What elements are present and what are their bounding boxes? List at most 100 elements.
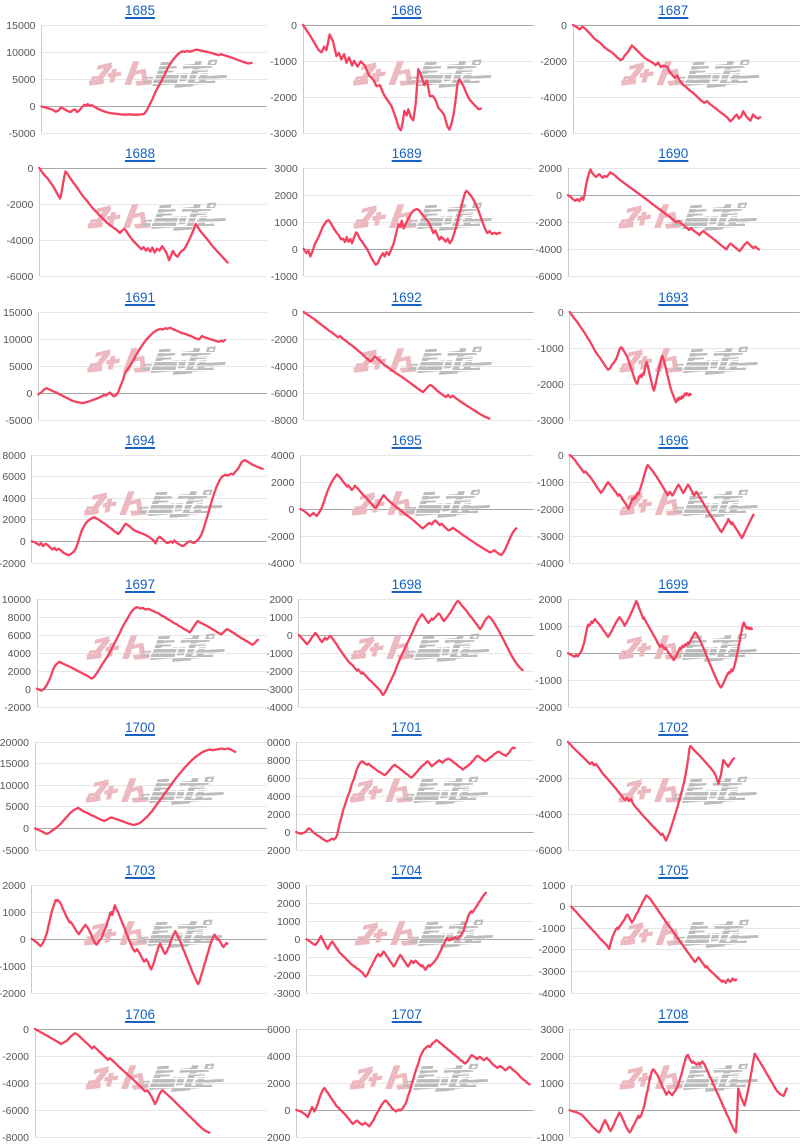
svg-text:0: 0 (27, 163, 33, 175)
svg-text:2000: 2000 (277, 898, 301, 910)
svg-text:0: 0 (561, 20, 567, 32)
svg-text:4000: 4000 (2, 493, 26, 505)
svg-text:10000: 10000 (0, 780, 29, 792)
svg-text:-1000: -1000 (539, 923, 566, 935)
svg-text:0: 0 (560, 901, 566, 913)
svg-text:0: 0 (288, 504, 294, 516)
svg-text:-1000: -1000 (535, 675, 562, 687)
svg-text:0: 0 (556, 190, 562, 202)
svg-text:5000: 5000 (6, 801, 30, 813)
svg-text:0: 0 (556, 648, 562, 660)
svg-text:2000: 2000 (274, 190, 298, 202)
svg-text:-6000: -6000 (540, 128, 567, 140)
svg-text:0: 0 (291, 20, 297, 32)
svg-text:-1000: -1000 (271, 271, 298, 283)
svg-text:3000: 3000 (541, 1024, 565, 1036)
svg-text:-4000: -4000 (6, 235, 33, 247)
svg-text:0: 0 (20, 536, 26, 548)
svg-text:0: 0 (20, 934, 26, 946)
svg-text:-2000: -2000 (540, 56, 567, 68)
svg-text:4000: 4000 (271, 450, 295, 462)
svg-text:0: 0 (23, 1024, 29, 1036)
svg-text:10000: 10000 (2, 594, 31, 606)
svg-text:-2000: -2000 (535, 773, 562, 785)
svg-text:6000: 6000 (8, 630, 32, 642)
svg-text:-1000: -1000 (0, 961, 26, 973)
svg-text:1000: 1000 (269, 612, 293, 624)
svg-text:-2000: -2000 (537, 504, 564, 516)
svg-text:-2000: -2000 (273, 970, 300, 982)
svg-text:-5000: -5000 (2, 845, 29, 857)
svg-text:-1000: -1000 (270, 56, 297, 68)
svg-text:0: 0 (294, 934, 300, 946)
svg-text:-1000: -1000 (537, 1132, 564, 1144)
svg-text:-6000: -6000 (271, 388, 298, 400)
svg-text:8000: 8000 (8, 612, 32, 624)
svg-text:3000: 3000 (274, 163, 298, 175)
svg-text:5000: 5000 (12, 74, 36, 86)
svg-text:-6000: -6000 (535, 845, 562, 857)
svg-text:15000: 15000 (6, 20, 35, 32)
svg-text:-3000: -3000 (273, 988, 300, 1000)
svg-text:4000: 4000 (267, 1051, 290, 1063)
svg-text:-6000: -6000 (2, 1105, 29, 1117)
svg-text:-2000: -2000 (270, 92, 297, 104)
svg-text:-1000: -1000 (267, 648, 293, 660)
svg-text:0: 0 (292, 244, 298, 256)
svg-text:-3000: -3000 (537, 415, 564, 427)
svg-text:2000: 2000 (2, 514, 26, 526)
svg-text:-2000: -2000 (267, 845, 290, 857)
svg-text:-8000: -8000 (2, 1132, 29, 1144)
svg-text:-4000: -4000 (537, 558, 564, 570)
svg-text:-1000: -1000 (537, 343, 564, 355)
svg-text:-2000: -2000 (271, 334, 298, 346)
svg-text:-4000: -4000 (535, 809, 562, 821)
svg-text:0: 0 (558, 450, 564, 462)
svg-text:15000: 15000 (3, 307, 32, 319)
svg-text:4000: 4000 (267, 791, 290, 803)
svg-text:8000: 8000 (2, 450, 26, 462)
svg-text:-2000: -2000 (267, 1132, 290, 1144)
svg-text:10000: 10000 (267, 737, 290, 749)
svg-text:20000: 20000 (0, 737, 29, 749)
svg-text:-2000: -2000 (535, 702, 562, 714)
svg-text:2000: 2000 (539, 594, 563, 606)
svg-text:2000: 2000 (267, 809, 290, 821)
svg-text:-2000: -2000 (267, 531, 294, 543)
svg-text:-2000: -2000 (6, 199, 33, 211)
svg-text:0: 0 (292, 307, 298, 319)
svg-text:-4000: -4000 (540, 92, 567, 104)
svg-text:15000: 15000 (0, 758, 29, 770)
svg-text:0: 0 (25, 684, 31, 696)
svg-text:0: 0 (26, 388, 32, 400)
svg-text:10000: 10000 (3, 334, 32, 346)
svg-text:-6000: -6000 (535, 271, 562, 283)
svg-text:3000: 3000 (277, 880, 301, 892)
svg-text:-4000: -4000 (535, 244, 562, 256)
svg-text:-4000: -4000 (271, 361, 298, 373)
svg-text:0: 0 (30, 101, 36, 113)
svg-text:2000: 2000 (269, 594, 293, 606)
svg-text:1000: 1000 (541, 1078, 565, 1090)
svg-text:-6000: -6000 (6, 271, 33, 283)
svg-text:-2000: -2000 (0, 988, 26, 1000)
svg-text:2000: 2000 (541, 1051, 565, 1063)
svg-text:-2000: -2000 (535, 217, 562, 229)
svg-text:2000: 2000 (267, 1078, 290, 1090)
svg-text:10000: 10000 (6, 47, 35, 59)
svg-text:1000: 1000 (2, 907, 26, 919)
svg-text:0: 0 (558, 1105, 564, 1117)
svg-text:-3000: -3000 (270, 128, 297, 140)
svg-text:-4000: -4000 (267, 702, 293, 714)
svg-text:-4000: -4000 (267, 558, 294, 570)
svg-text:-8000: -8000 (271, 415, 298, 427)
svg-text:-3000: -3000 (539, 966, 566, 978)
svg-text:-1000: -1000 (537, 477, 564, 489)
svg-text:0: 0 (556, 737, 562, 749)
svg-text:0: 0 (287, 630, 293, 642)
svg-text:-5000: -5000 (9, 128, 36, 140)
svg-text:0: 0 (284, 827, 290, 839)
svg-text:-2000: -2000 (537, 379, 564, 391)
svg-text:-2000: -2000 (267, 666, 293, 678)
svg-text:-4000: -4000 (2, 1078, 29, 1090)
